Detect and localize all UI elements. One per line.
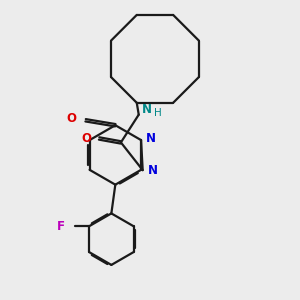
Text: N: N: [146, 132, 156, 145]
Text: N: N: [142, 103, 152, 116]
Text: N: N: [148, 164, 158, 177]
Text: O: O: [81, 132, 91, 145]
Text: H: H: [154, 108, 161, 118]
Text: F: F: [57, 220, 65, 233]
Text: O: O: [67, 112, 77, 125]
